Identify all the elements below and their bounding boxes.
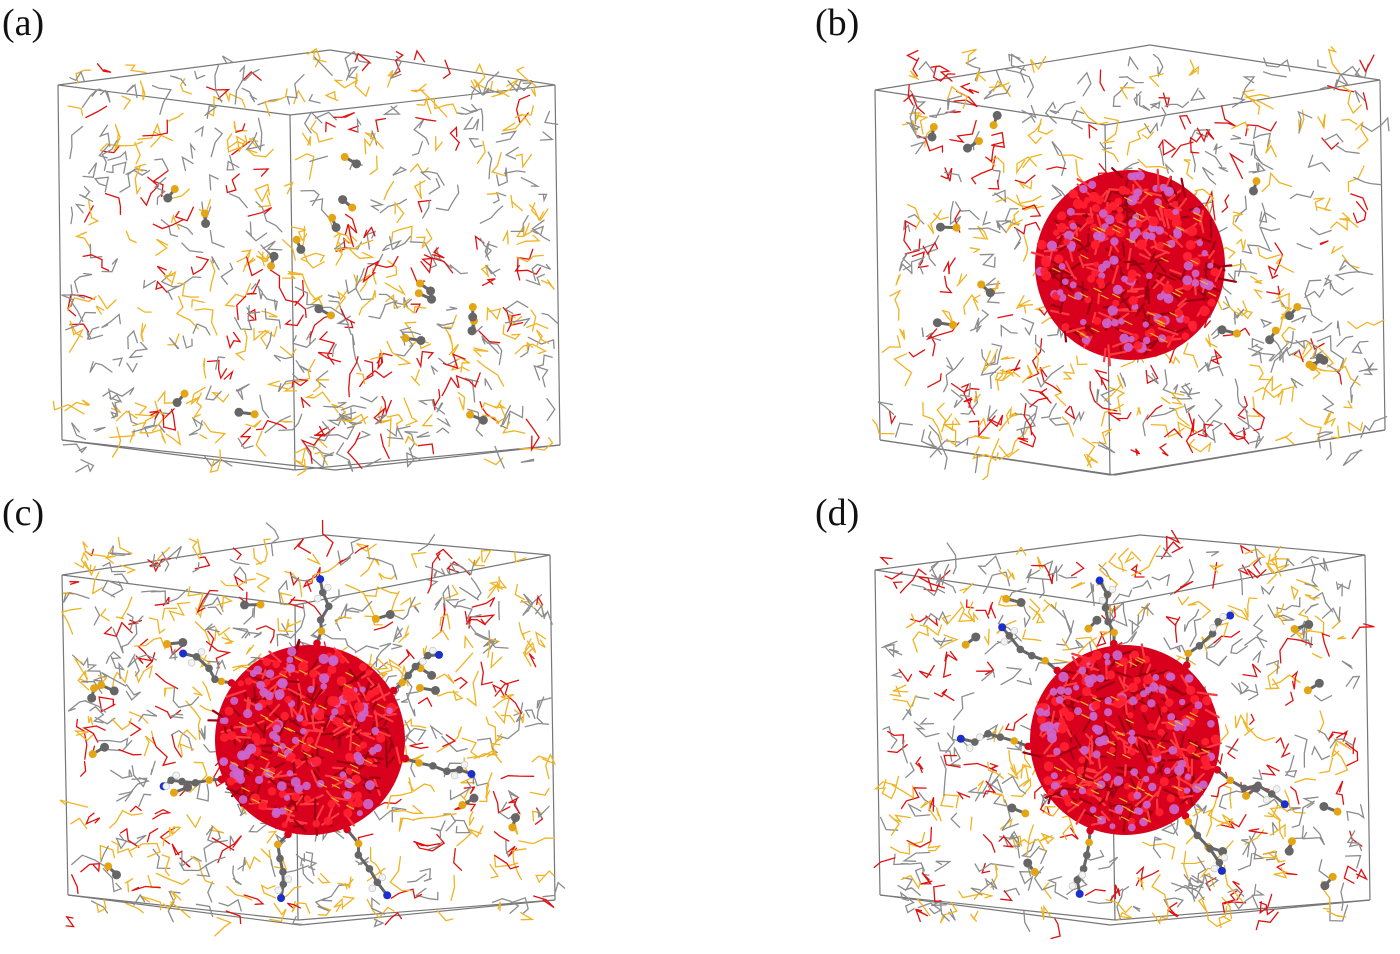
nanoparticle	[1022, 643, 1222, 835]
simulation-content	[872, 44, 1390, 480]
panel-label-b: (b)	[815, 2, 860, 44]
panel-label-d: (d)	[815, 492, 860, 534]
simulation-content	[52, 47, 561, 476]
solvent-molecules	[872, 46, 1390, 480]
nanoparticle	[1030, 167, 1238, 367]
solvent-molecules	[873, 529, 1375, 940]
box-wireframe	[57, 49, 561, 471]
box-wireframe	[61, 534, 556, 926]
simulation-box-a	[52, 47, 561, 476]
panel-label-a: (a)	[2, 2, 45, 44]
free-ball-molecules	[87, 600, 520, 880]
simulation-content	[873, 529, 1375, 940]
simulation-box-c	[59, 520, 566, 937]
free-ball-molecules	[927, 110, 1329, 372]
box-wireframe	[874, 534, 1371, 926]
nanoparticle	[207, 638, 405, 836]
simulation-box-d	[873, 529, 1375, 940]
free-ball-molecules	[163, 153, 488, 425]
simulation-box-b	[872, 44, 1390, 480]
solvent-molecules	[52, 47, 560, 476]
ligand-chains	[159, 575, 476, 903]
ligand-chains	[956, 576, 1289, 898]
panel-label-c: (c)	[2, 492, 45, 534]
simulation-content	[59, 520, 566, 937]
